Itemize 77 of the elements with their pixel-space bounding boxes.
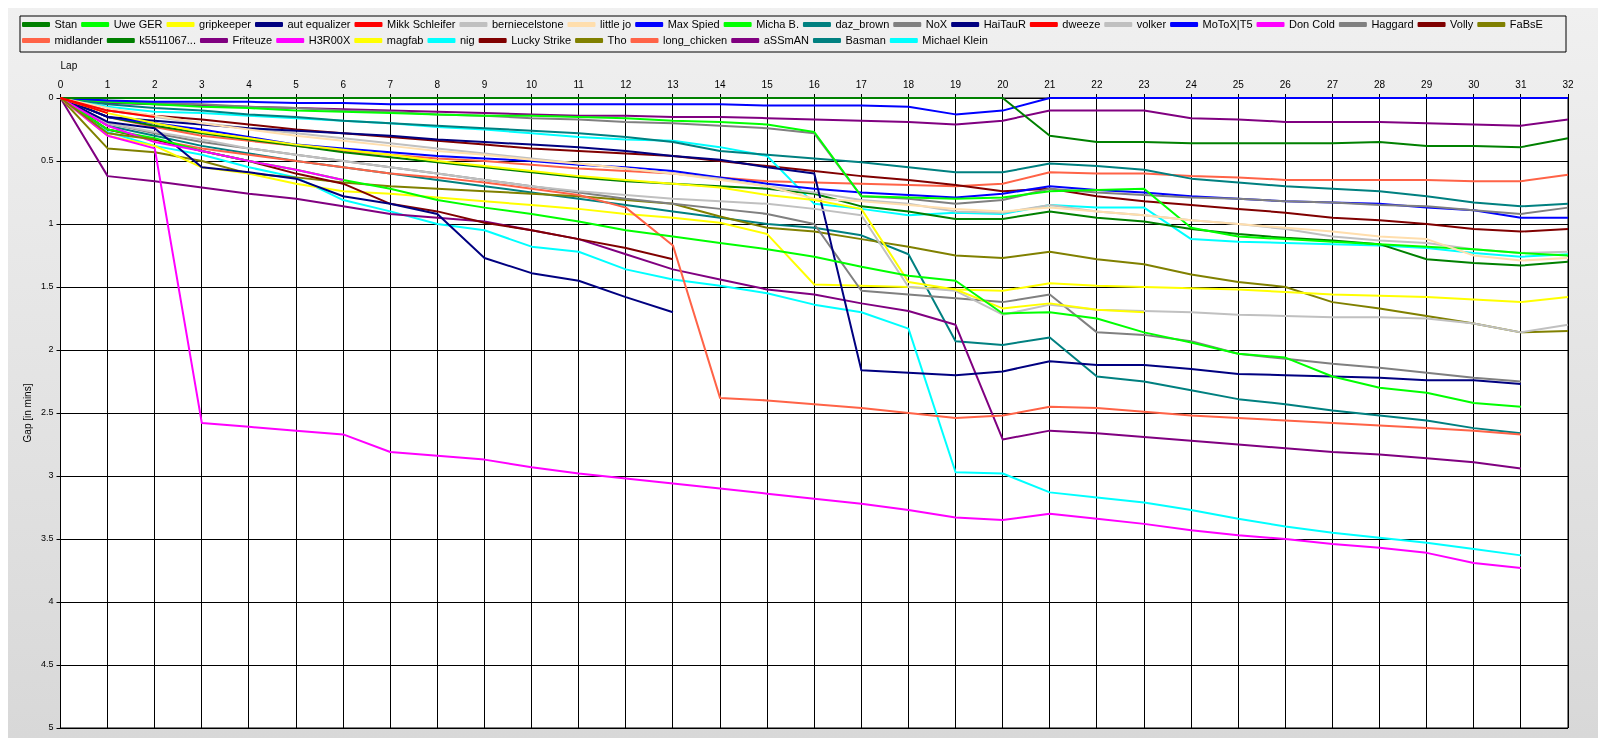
- legend-label: Uwe GER: [113, 17, 163, 30]
- legend-label: Lucky Strike: [511, 33, 572, 46]
- legend-label: Don Cold: [1289, 17, 1335, 30]
- legend-label: k5511067...: [139, 33, 196, 46]
- x-tick-label: 3: [199, 78, 206, 90]
- y-tick-label: 4: [48, 596, 54, 607]
- x-tick-label: 8: [434, 78, 441, 90]
- x-tick-label: 27: [1326, 78, 1339, 90]
- legend-label: long_chicken: [663, 33, 728, 46]
- legend-label: dweeze: [1062, 17, 1101, 30]
- legend-label: NoX: [925, 17, 948, 30]
- legend-label: aut equalizer: [287, 17, 351, 30]
- legend-label: Basman: [845, 33, 886, 46]
- x-tick-label: 11: [573, 78, 585, 90]
- y-tick-label: 4.5: [41, 659, 54, 670]
- x-tick-label: 17: [855, 78, 868, 90]
- x-tick-label: 0: [57, 78, 64, 90]
- legend-label: magfab: [386, 33, 424, 46]
- x-axis-title: Lap: [60, 59, 78, 71]
- x-tick-label: 6: [340, 78, 347, 90]
- x-tick-label: 16: [808, 78, 821, 90]
- y-tick-label: 3.5: [41, 533, 54, 544]
- legend-label: midlander: [54, 33, 104, 46]
- y-tick-label: 0: [48, 92, 54, 103]
- y-tick-label: 1.5: [41, 281, 54, 292]
- x-tick-label: 1: [104, 78, 111, 90]
- x-tick-label: 21: [1044, 78, 1056, 90]
- x-tick-label: 12: [620, 78, 632, 90]
- x-tick-label: 10: [526, 78, 538, 90]
- legend-label: HaiTauR: [983, 17, 1026, 30]
- x-tick-label: 19: [950, 78, 962, 90]
- x-tick-label: 9: [481, 78, 488, 90]
- x-tick-label: 22: [1091, 78, 1103, 90]
- x-tick-label: 5: [293, 78, 300, 90]
- x-tick-label: 4: [246, 78, 253, 90]
- y-tick-label: 2.5: [41, 407, 54, 418]
- x-tick-label: 7: [387, 78, 394, 90]
- legend-label: Haggard: [1371, 17, 1414, 30]
- y-tick-label: 3: [48, 470, 54, 481]
- legend-label: FaBsE: [1509, 17, 1543, 30]
- y-tick-label: 5: [48, 722, 54, 733]
- legend-label: berniecelstone: [491, 17, 564, 30]
- legend-label: gripkeeper: [199, 17, 252, 30]
- x-tick-label: 14: [714, 78, 727, 90]
- legend-label: little jo: [600, 17, 632, 30]
- legend-label: H3R00X: [308, 33, 351, 46]
- y-tick-label: 0.5: [41, 155, 54, 166]
- x-tick-label: 2: [151, 78, 158, 90]
- legend-label: MoToX|T5: [1202, 17, 1253, 30]
- x-tick-label: 20: [997, 78, 1009, 90]
- legend-label: Friteuze: [232, 33, 273, 46]
- legend-label: daz_brown: [835, 17, 890, 30]
- x-tick-label: 23: [1138, 78, 1151, 90]
- legend-label: Michael Klein: [922, 33, 988, 46]
- x-tick-label: 26: [1279, 78, 1292, 90]
- y-tick-label: 1: [48, 218, 54, 229]
- legend-label: Volly: [1450, 17, 1474, 30]
- x-tick-label: 15: [761, 78, 774, 90]
- legend-label: aSSmAN: [763, 33, 810, 46]
- x-tick-label: 30: [1468, 78, 1480, 90]
- y-axis-title: Gap [in mins]: [21, 383, 33, 443]
- x-tick-label: 29: [1421, 78, 1433, 90]
- legend-label: nig: [459, 33, 475, 46]
- legend-label: volker: [1136, 17, 1167, 30]
- x-tick-label: 13: [667, 78, 679, 90]
- legend-label: Max Spied: [667, 17, 720, 30]
- x-tick-label: 32: [1562, 78, 1574, 90]
- x-tick-label: 18: [902, 78, 915, 90]
- x-tick-label: 25: [1232, 78, 1245, 90]
- x-tick-label: 24: [1185, 78, 1198, 90]
- legend-label: Mikk Schleifer: [386, 17, 456, 30]
- x-tick-label: 28: [1374, 78, 1386, 90]
- legend-label: Tho: [607, 33, 627, 46]
- legend-label: Micha B.: [756, 17, 799, 30]
- x-tick-label: 31: [1515, 78, 1527, 90]
- y-tick-label: 2: [48, 344, 54, 355]
- legend-label: Stan: [54, 17, 78, 30]
